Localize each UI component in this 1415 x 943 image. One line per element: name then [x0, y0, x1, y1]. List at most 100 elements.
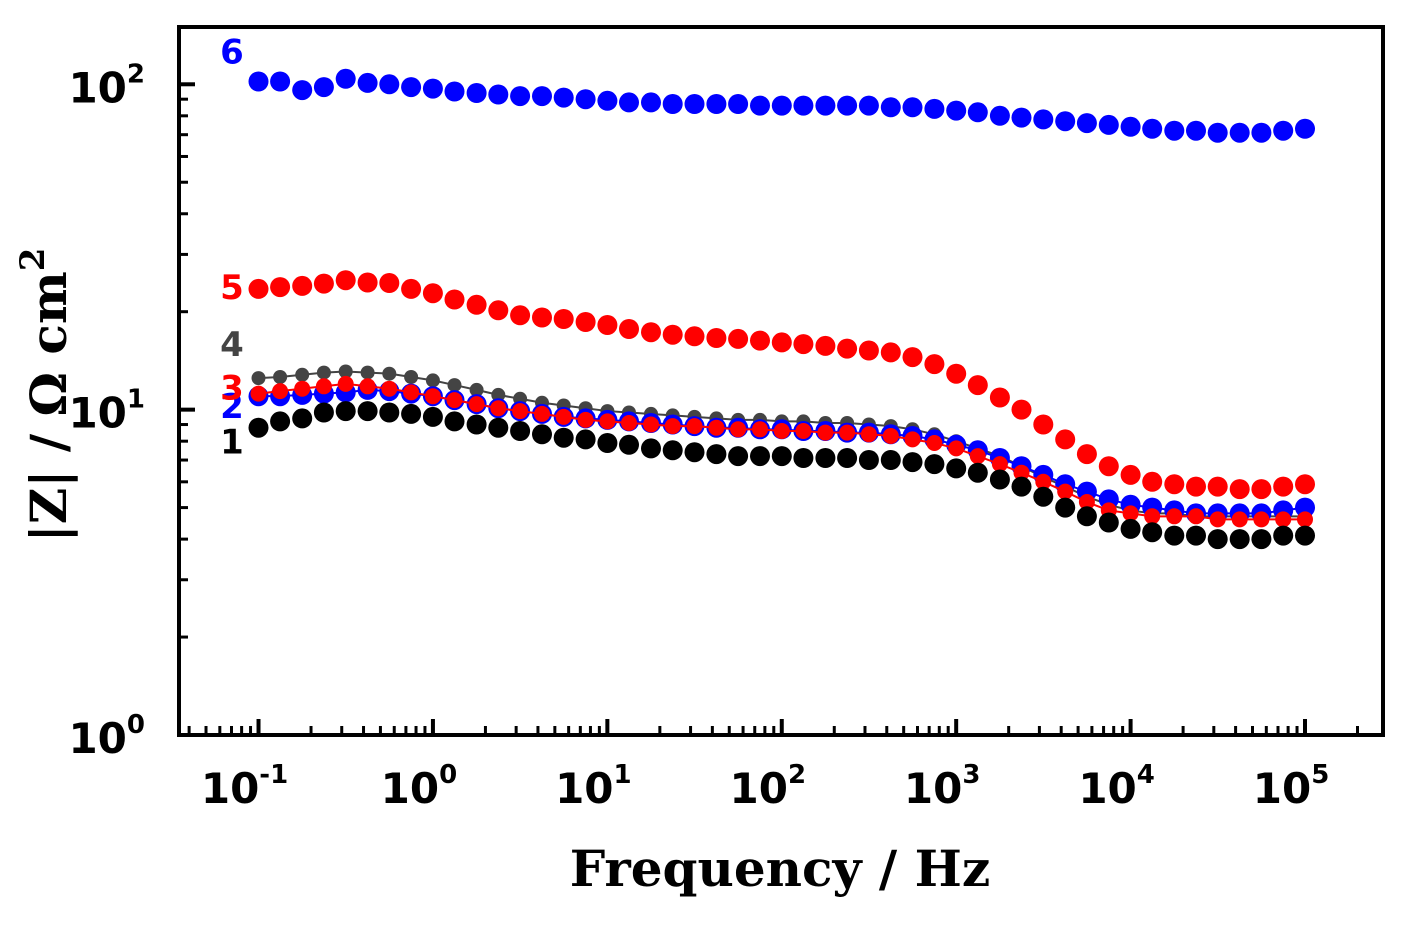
data-point [599, 413, 616, 430]
data-point [1207, 122, 1228, 143]
data-point [248, 71, 269, 92]
data-point [1098, 114, 1119, 135]
data-point [1035, 473, 1052, 490]
series-3: 3 [220, 369, 1313, 528]
data-point [338, 364, 353, 379]
data-point [1164, 474, 1185, 495]
data-point [1122, 505, 1139, 522]
data-point [773, 423, 790, 439]
data-point [466, 414, 487, 435]
data-point [858, 95, 879, 116]
data-point [313, 273, 334, 294]
data-point [1120, 518, 1141, 539]
data-point [444, 81, 465, 102]
data-point [379, 402, 400, 423]
data-point [1120, 116, 1141, 137]
data-point [1275, 511, 1292, 528]
data-point [924, 98, 945, 119]
data-point [401, 403, 422, 424]
data-point [1207, 476, 1228, 497]
data-point [858, 450, 879, 470]
data-point [706, 444, 727, 465]
data-point [1055, 429, 1076, 450]
data-point [1011, 399, 1032, 420]
x-tick-label: 105 [1253, 760, 1330, 813]
data-point [335, 401, 356, 422]
data-point [1011, 107, 1032, 128]
data-point [1011, 476, 1032, 497]
data-point [1057, 483, 1074, 500]
data-point [447, 378, 462, 393]
data-point [532, 307, 552, 328]
data-point [1076, 506, 1097, 527]
data-point [967, 102, 988, 123]
data-point [1033, 486, 1054, 507]
data-point [512, 403, 529, 420]
data-point [1297, 511, 1313, 528]
data-point [422, 283, 443, 304]
data-point [577, 411, 594, 428]
data-point [379, 74, 400, 95]
x-tick-base: 10 [1253, 764, 1311, 813]
data-point [684, 442, 705, 463]
data-point [989, 105, 1010, 126]
data-point [728, 328, 749, 349]
data-point [270, 411, 291, 432]
data-point [967, 462, 988, 483]
x-tick-label: 100 [381, 760, 458, 813]
data-point [1273, 525, 1294, 546]
data-point [946, 458, 967, 479]
data-point [815, 95, 836, 116]
x-tick-base: 10 [1078, 764, 1136, 813]
data-point [510, 421, 531, 441]
data-point [1033, 414, 1054, 435]
data-point [991, 456, 1008, 473]
data-point [401, 77, 422, 98]
x-tick-base: 10 [381, 764, 439, 813]
series-6: 6 [220, 33, 1315, 143]
data-point [404, 370, 419, 384]
data-point [295, 367, 310, 382]
x-tick-exponent: 0 [439, 760, 457, 790]
series-label-2: 2 [220, 387, 244, 427]
data-point [444, 289, 465, 310]
data-point [575, 89, 596, 110]
data-point [750, 95, 770, 116]
data-point [1251, 479, 1272, 500]
data-point [575, 312, 596, 332]
data-point [641, 322, 661, 343]
data-point [1166, 508, 1183, 525]
data-point [468, 396, 485, 413]
data-point [708, 419, 725, 436]
y-tick-exponent: 2 [127, 59, 145, 89]
data-point [728, 94, 749, 114]
data-point [422, 406, 443, 427]
data-point [730, 421, 747, 438]
data-point [1142, 471, 1163, 492]
data-point [1120, 464, 1141, 485]
data-point [902, 347, 923, 368]
series-label-6: 6 [220, 33, 244, 73]
data-point [880, 342, 901, 363]
data-point [880, 97, 901, 118]
data-point [292, 80, 313, 101]
y-axis-title-superscript: 2 [13, 248, 53, 272]
data-point [1295, 474, 1315, 495]
data-point [313, 77, 334, 98]
data-point [466, 83, 487, 103]
data-point [1033, 109, 1054, 130]
data-point [815, 448, 836, 468]
data-point [1231, 511, 1248, 528]
data-point [313, 402, 334, 423]
data-point [989, 387, 1010, 408]
x-tick-exponent: 3 [962, 760, 980, 790]
y-axis-title: |Z| / Ω cm2 [13, 248, 79, 543]
data-point [706, 328, 727, 348]
data-point [664, 418, 681, 435]
data-point [815, 335, 836, 356]
data-point [597, 315, 618, 335]
y-tick-label: 100 [68, 710, 145, 763]
data-point [837, 448, 858, 468]
data-point [575, 429, 596, 450]
y-tick-exponent: 1 [127, 385, 145, 415]
